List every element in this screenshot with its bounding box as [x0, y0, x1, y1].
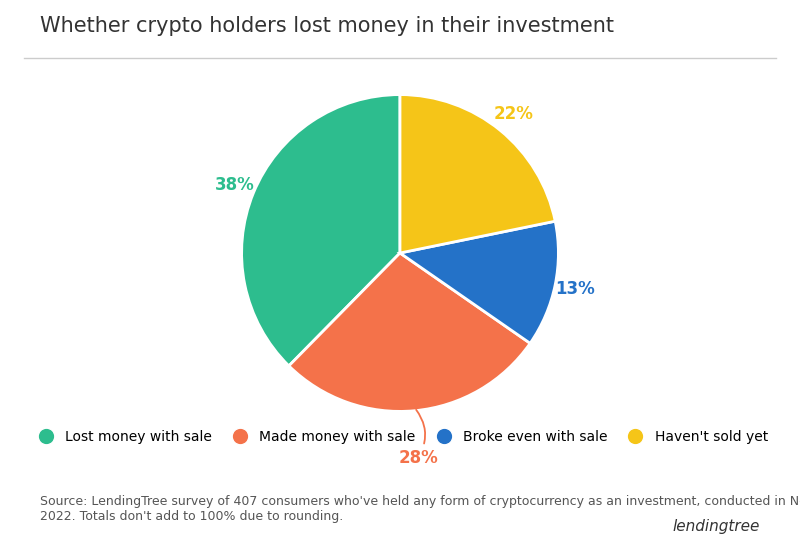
- Text: Whether crypto holders lost money in their investment: Whether crypto holders lost money in the…: [40, 16, 614, 36]
- Text: 13%: 13%: [555, 280, 595, 298]
- Legend: Lost money with sale, Made money with sale, Broke even with sale, Haven't sold y: Lost money with sale, Made money with sa…: [26, 425, 774, 449]
- Text: Source: LendingTree survey of 407 consumers who've held any form of cryptocurren: Source: LendingTree survey of 407 consum…: [40, 495, 800, 523]
- Text: 38%: 38%: [214, 176, 254, 194]
- Text: lendingtree: lendingtree: [673, 519, 760, 534]
- Wedge shape: [289, 253, 530, 411]
- Wedge shape: [400, 95, 555, 253]
- Text: 22%: 22%: [494, 105, 533, 123]
- Wedge shape: [400, 221, 558, 343]
- Wedge shape: [242, 95, 400, 366]
- Text: 28%: 28%: [398, 410, 438, 467]
